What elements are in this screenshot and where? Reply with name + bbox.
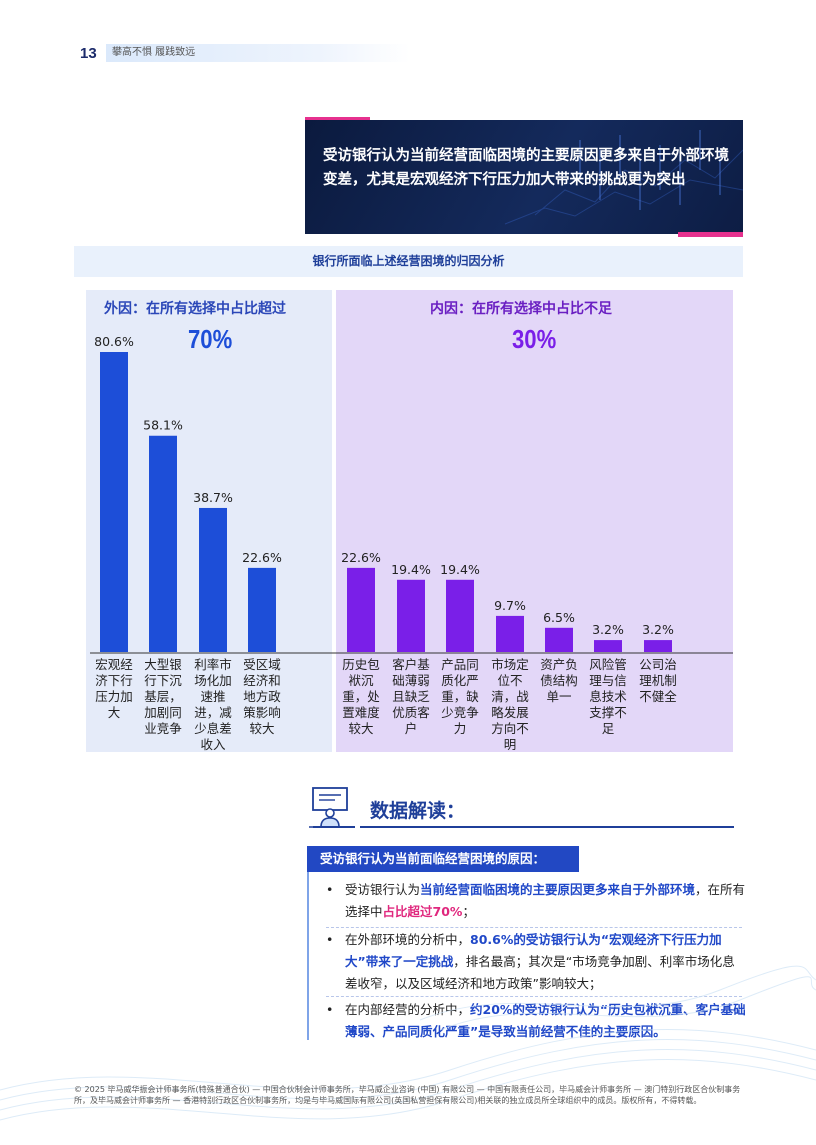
external-bar <box>149 435 177 652</box>
banner-headline: 受访银行认为当前经营面临困境的主要原因更多来自于外部环境变差，尤其是宏观经济下行… <box>323 148 729 188</box>
interpretation-title: 数据解读： <box>370 800 466 822</box>
internal-share-value: 30% <box>512 324 557 354</box>
bullet-run: 占比超过70% <box>382 904 463 919</box>
bullet-separator <box>326 996 742 997</box>
bullet-text: 在外部环境的分析中，80.6%的受访银行认为“宏观经济下行压力加大”带来了一定挑… <box>326 929 746 995</box>
bar-value-label: 38.7% <box>193 490 233 505</box>
bullet-run: 当前经营面临困境的主要原因更多来自于外部环境 <box>420 882 696 897</box>
bar-value-label: 22.6% <box>242 550 282 565</box>
interpretation-subtitle: 受访银行认为当前面临经营困境的原因： <box>307 846 579 872</box>
copyright-footer: © 2025 毕马威华振会计师事务所(特殊普通合伙) — 中国合伙制会计师事务所… <box>74 1085 741 1105</box>
internal-bar <box>644 640 672 652</box>
bullet-separator <box>326 927 742 928</box>
internal-factors-panel <box>336 290 733 752</box>
internal-bar <box>446 579 474 652</box>
banner-accent-bottom <box>678 232 743 237</box>
bullet-dot: • <box>326 882 334 897</box>
page-number: 13 <box>80 44 97 62</box>
category-label: 风险管理与信息技术支撑不足 <box>589 657 627 736</box>
category-label: 历史包袱沉重，处置难度较大 <box>342 657 380 736</box>
external-bar <box>199 507 227 652</box>
banner-accent-top <box>305 117 370 121</box>
banner-background-graphic <box>504 130 743 225</box>
bar-chart: 80.6% 58.1% 38.7% 22.6% 22.6% 19.4% 19.4% 9.7% 6… <box>90 334 733 654</box>
presenter-board-icon <box>309 787 351 828</box>
headline-banner: 受访银行认为当前经营面临困境的主要原因更多来自于外部环境变差，尤其是宏观经济下行… <box>305 120 743 234</box>
internal-bar <box>545 627 573 652</box>
category-label: 利率市场化加速推进，减少息差收入 <box>194 657 232 752</box>
bullet-run: 受访银行认为 <box>345 882 421 897</box>
bullet-run: ； <box>462 904 475 919</box>
internal-bar <box>397 579 425 652</box>
bullet-run: 80.6%的受访银行认为“宏观经济下行压力加大”带来了一定挑战 <box>345 932 722 969</box>
category-label: 公司治理机制不健全 <box>639 657 677 704</box>
bar-value-label: 58.1% <box>143 418 183 433</box>
decorative-wave <box>0 965 816 1121</box>
bullet-run: ，排名最高；其次是“市场竞争加剧、利率市场化息差收窄，以及区域经济和地方政策”影… <box>345 954 735 991</box>
category-label: 受区域经济和地方政策影响较大 <box>243 657 281 736</box>
bullet-dot: • <box>326 932 334 947</box>
chart-title: 银行所面临上述经营困境的归因分析 <box>74 246 743 277</box>
bar-value-label: 3.2% <box>592 622 624 637</box>
category-label: 市场定位不清，战略发展方向不明 <box>491 657 529 752</box>
category-label: 资产负债结构单一 <box>540 657 578 704</box>
external-bar <box>248 567 276 652</box>
interpretation-rule-left <box>313 826 355 828</box>
external-panel-heading: 外因：在所有选择中占比超过 <box>104 301 286 317</box>
external-share-value: 70% <box>188 324 233 354</box>
bullet-2: • 在外部环境的分析中，80.6%的受访银行认为“宏观经济下行压力加大”带来了一… <box>326 929 746 995</box>
category-label: 宏观经济下行压力加大 <box>95 657 133 720</box>
external-bar <box>100 352 128 652</box>
internal-bar <box>347 567 375 652</box>
interpretation-rule <box>360 826 734 828</box>
bar-value-label: 19.4% <box>391 562 431 577</box>
bullet-run: ，在所有选择中 <box>345 882 746 919</box>
category-label: 产品同质化严重，缺少竞争力 <box>441 657 479 736</box>
bar-value-label: 22.6% <box>341 550 381 565</box>
bullet-1: • 受访银行认为当前经营面临困境的主要原因更多来自于外部环境，在所有选择中占比超… <box>326 879 746 923</box>
page-tagline: 攀高不惧 履践致远 <box>106 44 410 62</box>
bar-value-label: 6.5% <box>543 610 575 625</box>
internal-bar <box>496 615 524 652</box>
internal-panel-heading: 内因：在所有选择中占比不足 <box>430 301 612 317</box>
bullet-text: 受访银行认为当前经营面临困境的主要原因更多来自于外部环境，在所有选择中占比超过7… <box>326 879 746 923</box>
category-label: 大型银行下沉基层，加剧同业竞争 <box>144 657 182 736</box>
bar-value-label: 80.6% <box>94 334 134 349</box>
internal-bar <box>594 640 622 652</box>
bar-value-label: 19.4% <box>440 562 480 577</box>
bar-value-label: 9.7% <box>494 598 526 613</box>
interpretation-side-line <box>307 872 309 1040</box>
bullet-run: 在外部环境的分析中， <box>345 932 471 947</box>
category-label: 客户基础薄弱且缺乏优质客户 <box>392 657 430 736</box>
page-header: 13 攀高不惧 履践致远 <box>80 44 410 62</box>
bullet-dot: • <box>326 1002 334 1017</box>
bar-value-label: 3.2% <box>642 622 674 637</box>
